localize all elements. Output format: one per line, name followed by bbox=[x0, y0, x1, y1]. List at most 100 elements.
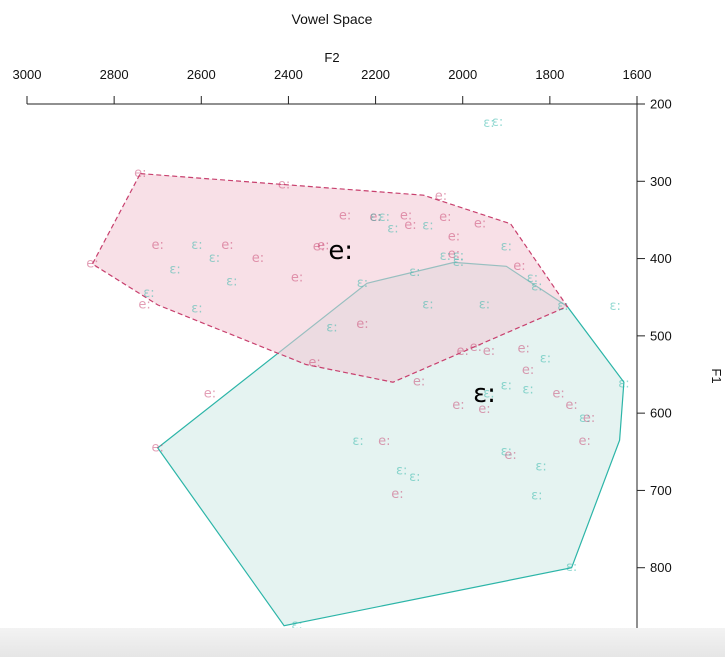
data-point: ɛ: bbox=[440, 249, 451, 264]
data-point: e: bbox=[474, 216, 486, 231]
x-tick-label: 2600 bbox=[187, 67, 216, 82]
data-point: e: bbox=[457, 344, 469, 359]
data-point: ɛ: bbox=[453, 249, 464, 264]
x-tick-label: 2800 bbox=[100, 67, 129, 82]
data-point: e: bbox=[504, 448, 516, 463]
data-point: e: bbox=[252, 251, 264, 266]
data-point: e: bbox=[138, 297, 150, 312]
data-point: ɛ: bbox=[579, 411, 590, 426]
data-point: ɛ: bbox=[453, 255, 464, 270]
data-point: e: bbox=[452, 398, 464, 413]
x-tick-label: 2000 bbox=[448, 67, 477, 82]
data-point: ɛ: bbox=[379, 210, 390, 225]
data-point: e: bbox=[483, 344, 495, 359]
y-tick-label: 400 bbox=[650, 251, 672, 266]
data-point: ɛ: bbox=[479, 297, 490, 312]
data-point: e: bbox=[204, 386, 216, 401]
data-point: e: bbox=[152, 238, 164, 253]
data-point: e: bbox=[391, 487, 403, 502]
data-point: e: bbox=[552, 386, 564, 401]
data-point: e: bbox=[404, 218, 416, 233]
data-point: ɛ: bbox=[352, 434, 363, 449]
data-point: ɛ: bbox=[483, 386, 494, 401]
data-point: e: bbox=[317, 239, 329, 254]
data-point: e: bbox=[522, 363, 534, 378]
data-point: ɛ: bbox=[566, 560, 577, 575]
y-tick-label: 600 bbox=[650, 406, 672, 421]
data-point: e: bbox=[134, 166, 146, 181]
hull-layer bbox=[91, 172, 625, 627]
data-point: ɛ: bbox=[209, 251, 220, 266]
data-point: ɛ: bbox=[357, 276, 368, 291]
data-point: e: bbox=[86, 257, 98, 272]
data-point: e: bbox=[291, 270, 303, 285]
data-point: e: bbox=[470, 340, 482, 355]
data-point: e: bbox=[308, 355, 320, 370]
data-point: ɛ: bbox=[169, 263, 180, 278]
data-point: ɛ: bbox=[191, 238, 202, 253]
centroid-label: ɛ: bbox=[473, 379, 496, 409]
centroid-layer: e:ɛ: bbox=[328, 236, 496, 409]
data-point: ɛ: bbox=[409, 265, 420, 280]
data-point: ɛ: bbox=[501, 444, 512, 459]
data-point: e: bbox=[565, 398, 577, 413]
x-tick-label: 3000 bbox=[13, 67, 42, 82]
data-point: ɛ: bbox=[535, 460, 546, 475]
data-point: e: bbox=[413, 375, 425, 390]
data-point: e: bbox=[400, 209, 412, 224]
data-point: e: bbox=[278, 178, 290, 193]
x-tick-label: 2400 bbox=[274, 67, 303, 82]
bottom-fade-bar bbox=[0, 628, 725, 657]
data-point: e: bbox=[448, 247, 460, 262]
data-point: e: bbox=[448, 229, 460, 244]
data-point: ɛ: bbox=[143, 286, 154, 301]
data-point: ɛ: bbox=[609, 299, 620, 314]
x-tick-label: 1600 bbox=[623, 67, 652, 82]
x-axis-title: F2 bbox=[324, 50, 339, 65]
point-layer: e:e:e:e:e: e:e:e:e:e:e: e: e:e:e:e:e:e:e:e:… bbox=[86, 115, 629, 633]
y-axis-title: F1 bbox=[709, 368, 724, 383]
data-point: e: bbox=[579, 434, 591, 449]
data-point: e: bbox=[583, 411, 595, 426]
data-point: ɛ: bbox=[409, 470, 420, 485]
centroid-label: e: bbox=[328, 236, 353, 266]
data-point: e: bbox=[369, 210, 381, 225]
data-point: ɛ: bbox=[483, 116, 494, 131]
data-point: e: bbox=[356, 317, 368, 332]
data-point: ɛ: bbox=[291, 618, 302, 633]
data-point: ɛ: bbox=[531, 280, 542, 295]
data-point: ɛ: bbox=[422, 219, 433, 234]
data-point: ɛ: bbox=[492, 115, 503, 130]
data-point: ɛ: bbox=[501, 240, 512, 255]
data-point: ɛ: bbox=[501, 379, 512, 394]
data-point: e: bbox=[439, 210, 451, 225]
y-tick-label: 300 bbox=[650, 174, 672, 189]
y-tick-label: 800 bbox=[650, 560, 672, 575]
data-point: e: bbox=[478, 402, 490, 417]
data-point: ɛ: bbox=[326, 321, 337, 336]
data-point: ɛ: bbox=[370, 210, 381, 225]
data-point: e: bbox=[513, 259, 525, 274]
data-point: ɛ: bbox=[527, 271, 538, 286]
y-tick-label: 200 bbox=[650, 97, 672, 112]
x-tick-label: 2200 bbox=[361, 67, 390, 82]
y-tick-label: 500 bbox=[650, 328, 672, 343]
data-point: e: bbox=[313, 240, 325, 255]
data-point: e: bbox=[339, 209, 351, 224]
data-point: e: bbox=[221, 238, 233, 253]
data-point: ɛ: bbox=[387, 222, 398, 237]
data-point: ɛ: bbox=[557, 299, 568, 314]
y-tick-label: 700 bbox=[650, 483, 672, 498]
chart-title: Vowel Space bbox=[292, 11, 373, 27]
hull-e-long bbox=[91, 172, 569, 383]
data-point: e: bbox=[152, 440, 164, 455]
data-point: ɛ: bbox=[422, 297, 433, 312]
x-tick-label: 1800 bbox=[535, 67, 564, 82]
data-point: e: bbox=[518, 342, 530, 357]
data-point: ɛ: bbox=[531, 488, 542, 503]
data-point: ɛ: bbox=[396, 464, 407, 479]
data-point: ɛ: bbox=[522, 383, 533, 398]
data-point: ɛ: bbox=[540, 352, 551, 367]
data-point: ɛ: bbox=[226, 274, 237, 289]
